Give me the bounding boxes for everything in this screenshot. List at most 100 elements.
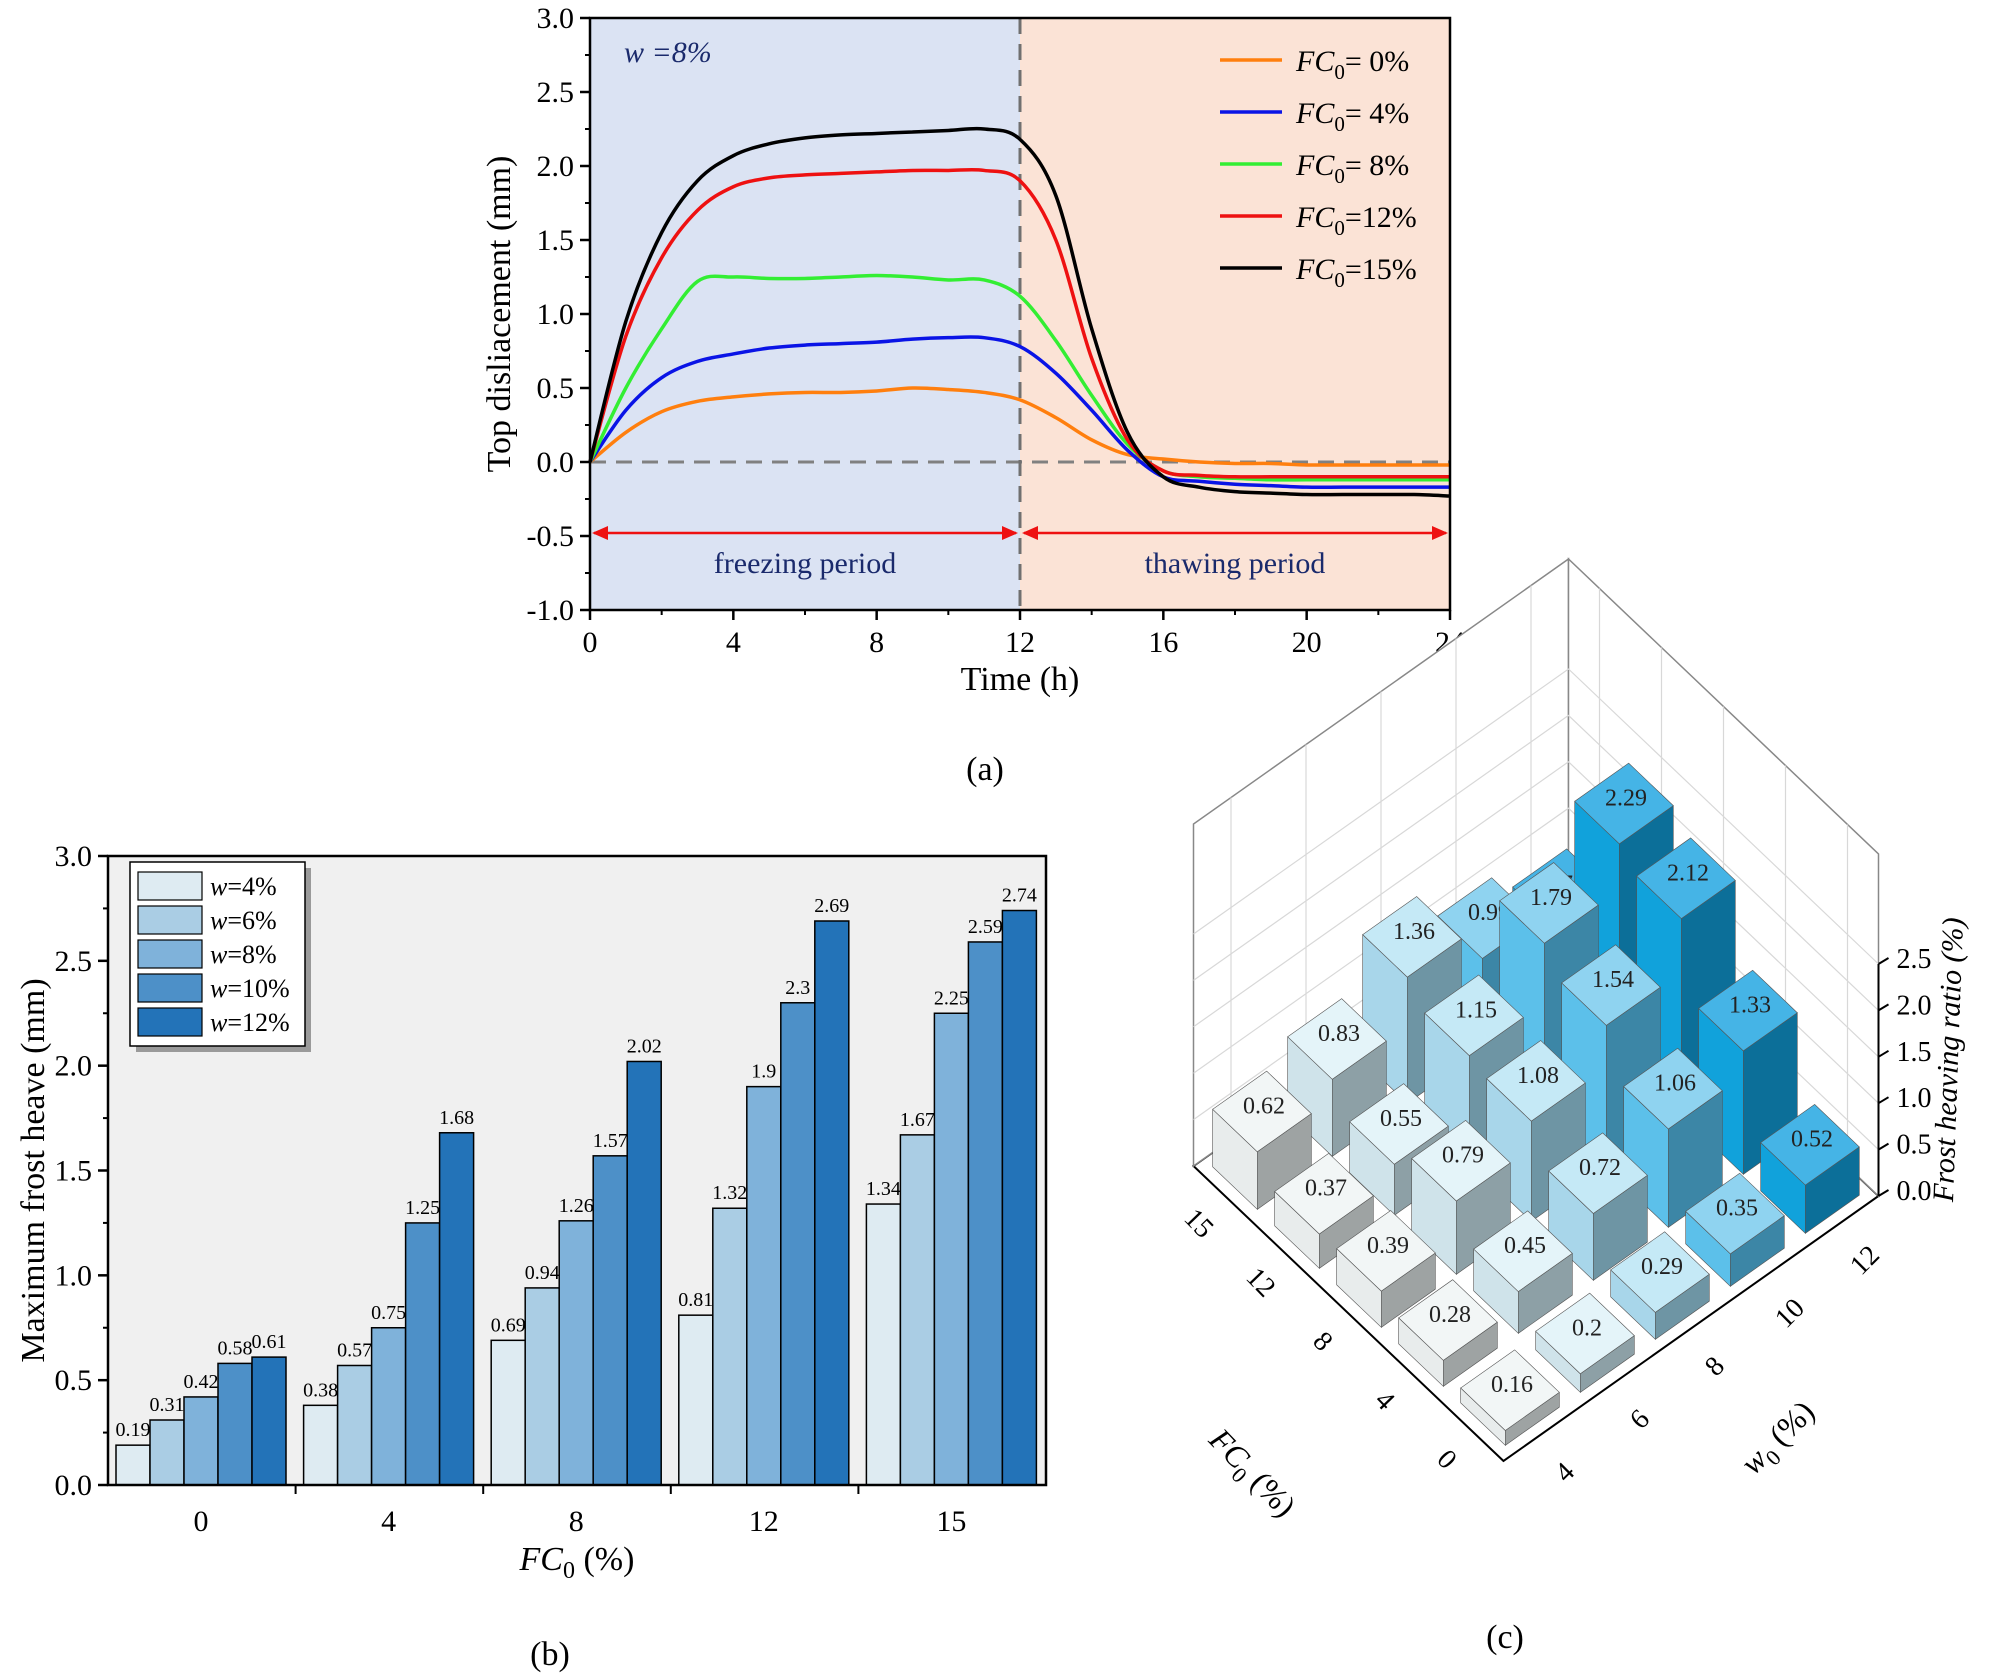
bar3d-value-label: 0.16 [1491,1372,1533,1398]
bar-0-3 [217,1362,253,1486]
x-axis-label-fc: FC [519,1541,564,1578]
bar-8-4 [626,1060,662,1486]
axis-ticks: 04812162024-1.0-0.50.00.51.01.52.02.53.0 [527,2,1466,659]
x-tick-label: 0 [194,1505,209,1538]
x-axis-label: FC0 (%) [519,1541,635,1584]
bar-4-0 [302,1404,339,1486]
series-line-1 [588,335,1450,490]
y-tick-label: 2.5 [537,76,575,109]
x-axis-label-unit: (%) [575,1541,634,1578]
arrowhead-right [1432,526,1448,541]
x-tick-label: 0 [583,626,598,659]
y-tick-label: 1.5 [55,1155,93,1188]
bar-4-2 [370,1327,407,1486]
w-tick-label: 8 [1699,1351,1731,1383]
w-axis-label: w0 (%) [1733,1393,1825,1485]
y-tick-label: 2.0 [537,150,575,183]
y-tick-label: 3.0 [537,2,575,35]
y-tick-label: 1.0 [55,1259,93,1292]
bar-value-label: 1.9 [751,1061,776,1083]
bar-value-label: 0.38 [303,1379,338,1401]
y-tick-label: 2.5 [55,945,93,978]
y-axis-label: Maximum frost heave (mm) [15,978,52,1362]
legend-swatch-1 [137,905,203,935]
fc-tick-label: 0 [1431,1444,1463,1476]
bar-8-2 [558,1220,594,1486]
y-tick-label: 0.5 [537,372,575,405]
fc-tick-label: 15 [1178,1203,1220,1245]
y-tick-label: -1.0 [527,594,575,627]
bars: 0.19 0.310.42 0.58 0.61 0.38 0.57 0.75 1.25 1.68… [115,885,1038,1486]
legend-label-1: FC0= 4% [1295,97,1409,136]
bar3d-fc8-w4: 0.39 [1336,1210,1436,1329]
legend-label-0: FC0= 0% [1295,45,1409,84]
z-tick-label: 0.0 [1897,1176,1932,1207]
bar3d-value-label: 2.12 [1667,860,1709,886]
z-tick-label: 1.0 [1897,1083,1932,1114]
moisture-annotation: w =8% [624,36,712,69]
panel-label-b: (b) [530,1636,570,1673]
y-tick-label: 1.0 [537,298,575,331]
bar-value-label: 1.25 [405,1197,440,1219]
bar-8-1 [524,1287,560,1486]
bar3d-value-label: 0.45 [1504,1233,1546,1259]
legend-label-4: FC0=15% [1295,253,1417,292]
bar3d-value-label: 1.15 [1455,997,1497,1023]
bar-15-3 [967,941,1004,1486]
thawing-region [1020,18,1450,610]
x-tick-label: 12 [749,1505,779,1538]
y-tick-label: 2.0 [55,1050,93,1083]
bar-value-label: 0.69 [491,1314,526,1336]
bar-value-label: 0.75 [371,1302,406,1324]
bar-4-1 [336,1364,373,1486]
bar3d-fc0-w12: 0.52 [1760,1104,1860,1235]
legend-label-4: w=12% [210,1008,290,1037]
fc-tick-label: 4 [1369,1385,1401,1417]
panel-b-bar-chart: 0.190.310.420.58 0.610.380.570.751.251.68… [15,840,1048,1673]
bar-12-0 [678,1314,714,1486]
panel-a-line-chart: 04812162024-1.0-0.50.00.51.01.52.02.53.0… [481,2,1465,788]
legend: w=4% w=6% w=8% w=10% w=12% [129,861,311,1052]
y-tick-label: -0.5 [527,520,575,553]
bar-value-label: 2.59 [968,916,1003,938]
series-line-0 [588,386,1450,467]
bar3d-value-label: 0.55 [1380,1106,1422,1132]
bar3d-value-label: 2.29 [1605,785,1647,811]
bar3d-fc15-w4: 0.62 [1212,1070,1312,1211]
bar3d-value-label: 0.35 [1716,1196,1758,1222]
bar-value-label: 0.42 [184,1371,219,1393]
bar3d-value-label: 0.2 [1572,1315,1602,1341]
z-tick [1877,1096,1890,1105]
legend-swatch-2 [137,939,203,969]
w-tick-label: 12 [1844,1240,1886,1282]
bar-15-2 [933,1012,970,1486]
x-axis-label-subscript: 0 [563,1558,575,1584]
bar-8-0 [490,1339,526,1486]
arrowhead-mid-left [1002,526,1018,541]
y-tick-label: 0.0 [537,446,575,479]
bar-15-4 [1001,909,1038,1486]
bar-value-label: 0.31 [150,1394,185,1416]
bar3d-value-label: 0.72 [1579,1155,1621,1181]
fc-axis-label: FC0 (%) [1197,1420,1303,1527]
bar3d-value-label: 1.06 [1654,1071,1696,1097]
bar3d-value-label: 0.79 [1442,1143,1484,1169]
bar-value-label: 2.3 [785,977,810,999]
bar-value-label: 1.67 [900,1109,935,1131]
z-tick [1877,1049,1890,1058]
w-tick-label: 6 [1624,1404,1656,1436]
bar3d-fc4-w6: 0.45 [1473,1210,1573,1335]
z-tick-label: 2.5 [1897,944,1932,975]
bar-value-label: 0.81 [678,1289,713,1311]
bar-0-0 [115,1444,151,1486]
bar3d-value-label: 0.83 [1318,1021,1360,1047]
bar-15-0 [865,1203,902,1486]
wall-grid [1193,714,1879,1011]
legend-label-1: w=6% [210,906,277,935]
z-tick [1877,1003,1890,1012]
bar-value-label: 0.19 [116,1419,151,1441]
panel-label-a: (a) [966,751,1004,788]
legend-label-2: w=8% [210,940,277,969]
bar-8-3 [592,1155,628,1486]
bar-15-1 [899,1134,936,1486]
